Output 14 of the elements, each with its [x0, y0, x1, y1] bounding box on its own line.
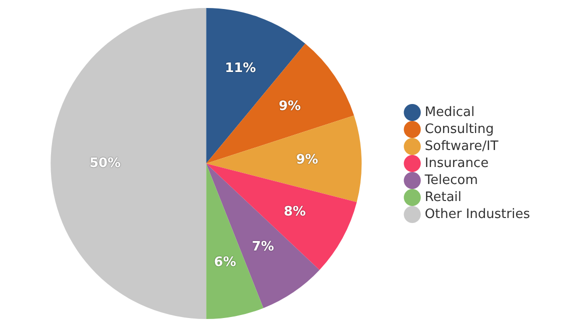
legend-label: Other Industries	[424, 206, 530, 222]
legend-label: Consulting	[424, 122, 494, 137]
data-label: 6%	[214, 255, 236, 270]
data-label: 7%	[252, 239, 274, 254]
data-label: 11%	[224, 60, 256, 76]
legend-label: Telecom	[424, 172, 478, 188]
legend-label: Software/IT	[424, 138, 498, 154]
legend-label: Retail	[424, 190, 462, 205]
legend-label: Medical	[424, 104, 475, 120]
data-label: 50%	[90, 156, 121, 171]
data-label: 9%	[296, 152, 318, 168]
data-label: 8%	[284, 204, 306, 220]
data-label: 9%	[278, 99, 301, 114]
legend-label: Insurance	[424, 156, 489, 171]
